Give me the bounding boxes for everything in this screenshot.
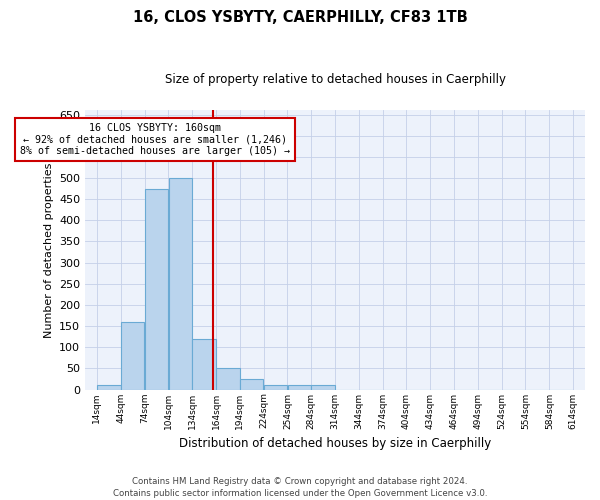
Bar [240,379,263,390]
Text: 16, CLOS YSBYTY, CAERPHILLY, CF83 1TB: 16, CLOS YSBYTY, CAERPHILLY, CF83 1TB [133,10,467,25]
Y-axis label: Number of detached properties: Number of detached properties [44,162,53,338]
Bar [264,384,287,390]
Bar [121,322,145,390]
Bar [193,339,216,390]
X-axis label: Distribution of detached houses by size in Caerphilly: Distribution of detached houses by size … [179,437,491,450]
Bar [145,188,168,390]
Text: Contains HM Land Registry data © Crown copyright and database right 2024.
Contai: Contains HM Land Registry data © Crown c… [113,476,487,498]
Bar [169,178,192,390]
Text: 16 CLOS YSBYTY: 160sqm
← 92% of detached houses are smaller (1,246)
8% of semi-d: 16 CLOS YSBYTY: 160sqm ← 92% of detached… [20,123,290,156]
Bar [311,386,335,390]
Bar [97,386,121,390]
Bar [287,386,311,390]
Title: Size of property relative to detached houses in Caerphilly: Size of property relative to detached ho… [164,72,506,86]
Bar [216,368,239,390]
